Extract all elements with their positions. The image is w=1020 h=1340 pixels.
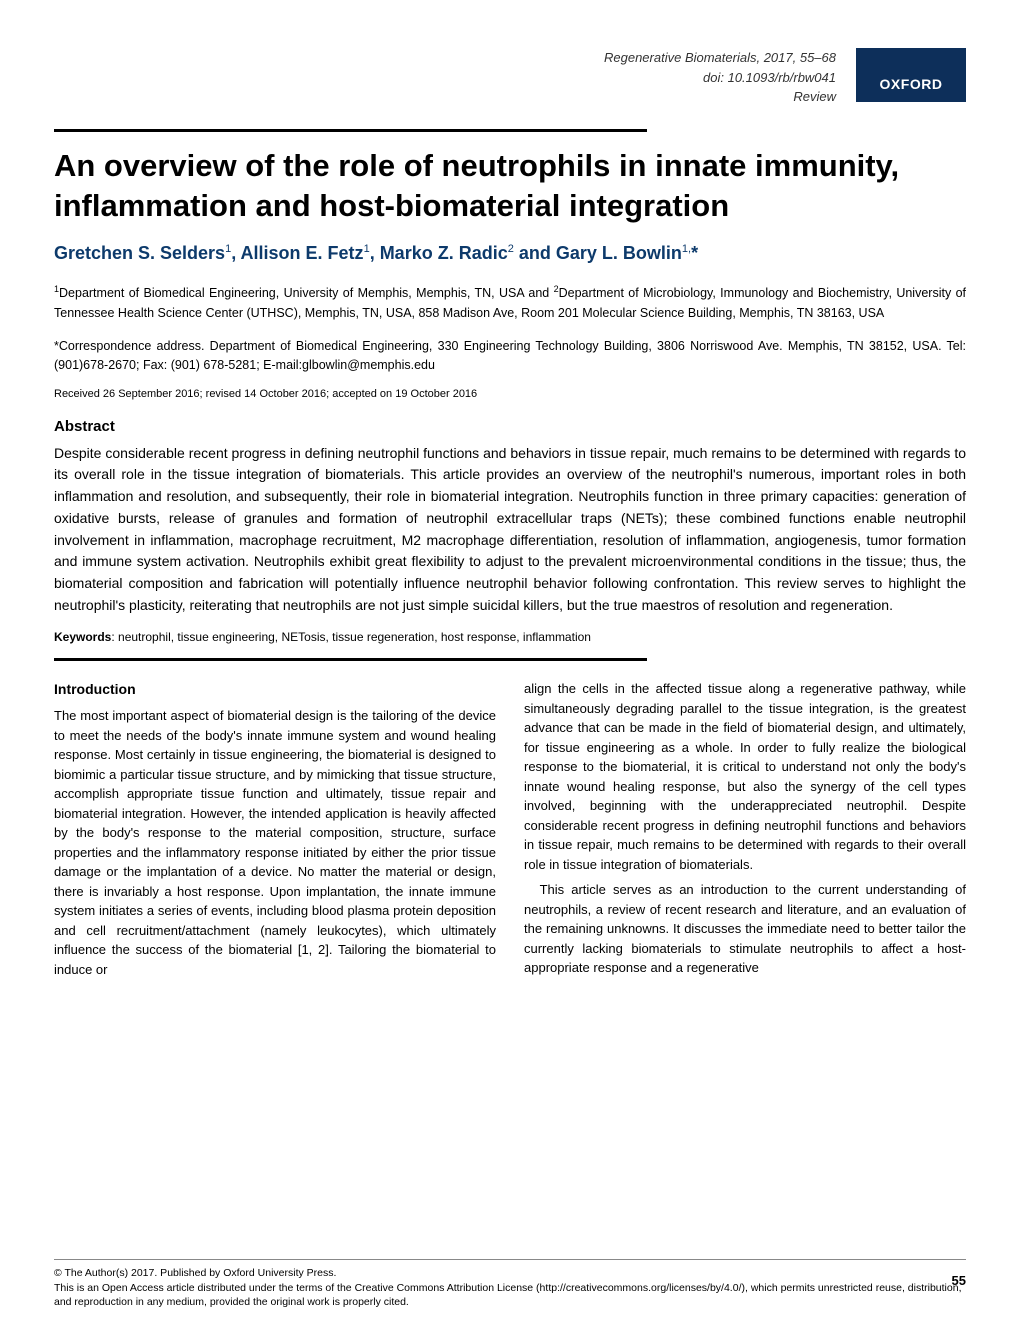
article-type: Review (793, 89, 836, 104)
authors: Gretchen S. Selders1, Allison E. Fetz1, … (54, 240, 966, 267)
intro-paragraph-2: This article serves as an introduction t… (524, 880, 966, 978)
keywords: Keywords: neutrophil, tissue engineering… (54, 630, 966, 644)
column-right: align the cells in the affected tissue a… (524, 679, 966, 979)
keywords-list: : neutrophil, tissue engineering, NETosi… (111, 630, 591, 644)
intro-paragraph-1-cont: align the cells in the affected tissue a… (524, 679, 966, 874)
journal-doi: doi: 10.1093/rb/rbw041 (703, 70, 836, 85)
affiliations: 1Department of Biomedical Engineering, U… (54, 283, 966, 323)
keywords-label: Keywords (54, 630, 111, 644)
intro-paragraph-1: The most important aspect of biomaterial… (54, 706, 496, 979)
journal-name: Regenerative Biomaterials (604, 50, 756, 65)
introduction-heading: Introduction (54, 679, 496, 700)
title-rule-top (54, 129, 647, 132)
footer-copyright: © The Author(s) 2017. Published by Oxfor… (54, 1266, 966, 1281)
footer-license: This is an Open Access article distribut… (54, 1281, 966, 1310)
received-dates: Received 26 September 2016; revised 14 O… (54, 388, 966, 400)
title-rule-bottom (54, 658, 647, 661)
body-columns: Introduction The most important aspect o… (54, 679, 966, 979)
publisher-badge: OXFORD (856, 48, 966, 102)
article-title: An overview of the role of neutrophils i… (54, 146, 966, 227)
journal-meta: Regenerative Biomaterials, 2017, 55–68 d… (54, 48, 836, 107)
column-left: Introduction The most important aspect o… (54, 679, 496, 979)
abstract-heading: Abstract (54, 418, 966, 435)
footer: © The Author(s) 2017. Published by Oxfor… (54, 1259, 966, 1310)
journal-year-pages: 2017, 55–68 (764, 50, 836, 65)
abstract-text: Despite considerable recent progress in … (54, 443, 966, 617)
correspondence: *Correspondence address. Department of B… (54, 337, 966, 376)
